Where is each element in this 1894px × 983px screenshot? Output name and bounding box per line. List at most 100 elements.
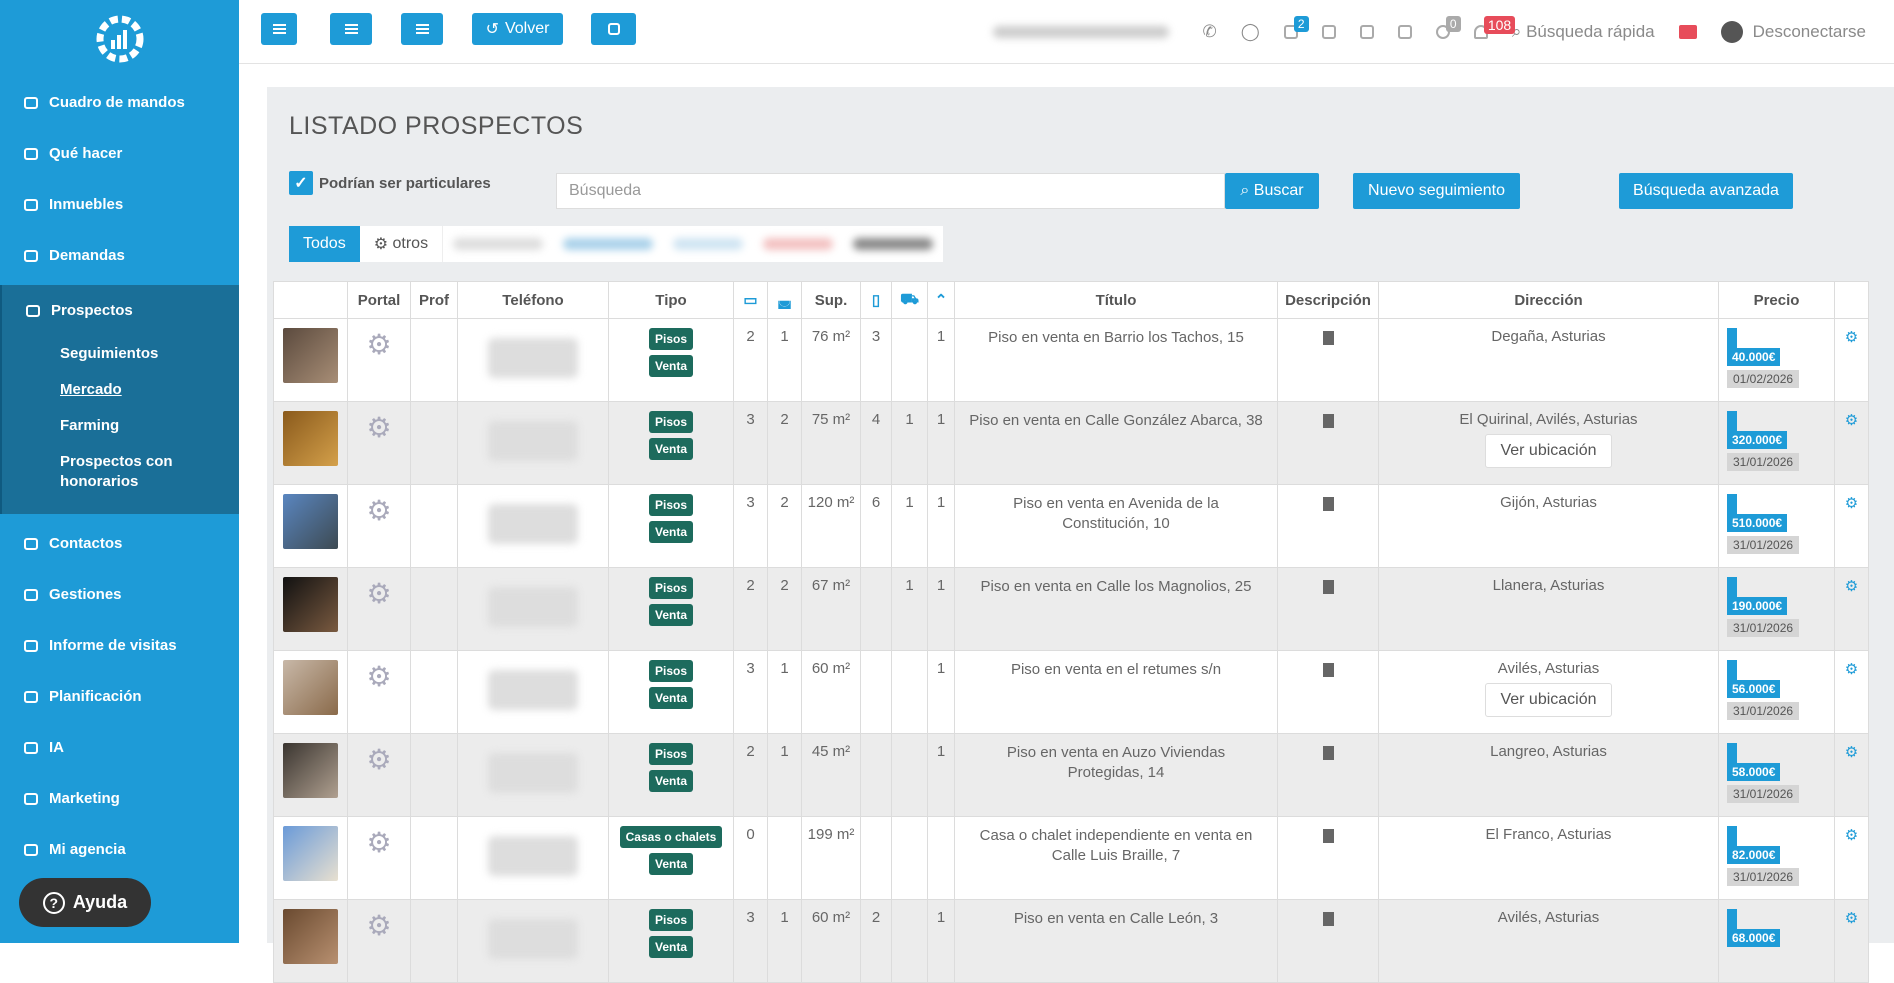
new-button[interactable]: Nuevo seguimiento	[1353, 173, 1520, 209]
portal-icon: ⚙	[366, 744, 392, 775]
settings-icon[interactable]: ⚙	[1844, 578, 1859, 595]
table-row[interactable]: ⚙ Casas o chalets Venta 0 199 m² Casa o chale…	[273, 816, 1869, 900]
table-cell	[1277, 567, 1379, 651]
table-cell: 60 m²	[801, 899, 861, 983]
menu-icon	[24, 537, 38, 550]
submenu-item[interactable]: Seguimientos	[60, 345, 159, 362]
calendar-icon[interactable]	[1321, 25, 1336, 39]
list-button[interactable]	[401, 13, 443, 45]
notifications-icon[interactable]: 2	[1283, 16, 1309, 39]
date: 31/01/2026	[1727, 536, 1800, 554]
parking-value: 1	[905, 494, 914, 511]
menu-item[interactable]: Contactos	[0, 518, 239, 569]
table-row[interactable]: ⚙ Pisos Venta 3 1 60 m² 2 1 Piso en venta en Cal…	[273, 899, 1869, 983]
menu-item[interactable]: Demandas	[0, 230, 239, 281]
search-input[interactable]: Búsqueda	[556, 173, 1225, 209]
whatsapp-icon[interactable]: ◯	[1240, 22, 1260, 41]
table-cell	[457, 650, 609, 734]
settings-icon[interactable]: ⚙	[1844, 744, 1859, 761]
menu-item[interactable]: Prospectos	[2, 285, 239, 336]
menu-button[interactable]	[261, 13, 297, 45]
description-icon[interactable]	[1322, 497, 1334, 511]
mail-icon[interactable]	[1359, 25, 1374, 39]
table-row[interactable]: ⚙ Pisos Venta 3 2 120 m² 6 1 1 Piso en venta en A…	[273, 484, 1869, 568]
settings-icon[interactable]: ⚙	[1844, 495, 1859, 512]
table-cell: 2	[767, 484, 802, 568]
settings-icon[interactable]: ⚙	[1844, 329, 1859, 346]
tab[interactable]: Todos	[289, 226, 360, 262]
table-cell	[860, 650, 892, 734]
table-row[interactable]: ⚙ Pisos Venta 2 1 45 m² 1 Piso en venta en Auzo…	[273, 733, 1869, 817]
menu-icon	[24, 792, 38, 805]
menu-item[interactable]: IA	[0, 722, 239, 773]
table-row[interactable]: ⚙ Pisos Venta 3 2 75 m² 4 1 1 Piso en venta en Ca…	[273, 401, 1869, 485]
card-icon[interactable]	[1678, 25, 1697, 39]
header-cell: Título	[954, 281, 1278, 319]
description-icon[interactable]	[1322, 829, 1334, 843]
list-button[interactable]	[330, 13, 372, 45]
menu: Cuadro de mandos Qué hacer Inmuebles Demand…	[0, 77, 239, 281]
settings-icon[interactable]: ⚙	[1844, 827, 1859, 844]
title: Piso en venta en Auzo Viviendas Protegid…	[1006, 744, 1226, 781]
menu-item[interactable]: Cuadro de mandos	[0, 77, 239, 128]
table-cell	[1277, 899, 1379, 983]
table-cell: ⚙	[347, 816, 411, 900]
description-icon[interactable]	[1322, 580, 1334, 594]
logout[interactable]: Desconectarse	[1720, 21, 1866, 43]
header-cell: ▭	[733, 281, 768, 319]
photo	[283, 660, 338, 715]
description-icon[interactable]	[1322, 414, 1334, 428]
sup-value: 60 m²	[811, 909, 851, 926]
inbox-icon[interactable]	[1397, 25, 1412, 39]
sync-icon[interactable]: 0	[1435, 16, 1461, 39]
back-button[interactable]: ↺ Volver	[472, 13, 563, 45]
menu-item[interactable]: Planificación	[0, 671, 239, 722]
help-button[interactable]: ? Ayuda	[19, 878, 151, 927]
settings-icon[interactable]: ⚙	[1844, 910, 1859, 927]
phone-icon[interactable]: ✆	[1202, 22, 1217, 41]
table-row[interactable]: ⚙ Pisos Venta 2 1 76 m² 3 1 Piso en venta en Bar…	[273, 318, 1869, 402]
advanced-button[interactable]: Búsqueda avanzada	[1619, 173, 1793, 209]
menu-item[interactable]: Gestiones	[0, 569, 239, 620]
alerts-icon[interactable]: 108	[1473, 16, 1516, 39]
map-button[interactable]: Ver ubicación	[1485, 434, 1612, 468]
submenu-item[interactable]: Farming	[60, 417, 120, 434]
price: 190.000€	[1727, 597, 1788, 615]
floor-value: 6	[871, 494, 881, 511]
window-button[interactable]	[591, 13, 636, 45]
beds-value: 3	[746, 494, 755, 511]
menu-item[interactable]: Inmuebles	[0, 179, 239, 230]
prospects-table: Portal Prof Teléfono Tipo ▭ ◛ Sup. ▯ ⛟ ⌃ Título Des…	[273, 281, 1869, 983]
title: Casa o chalet independiente en venta en …	[979, 827, 1253, 864]
type-tag: Venta	[648, 936, 693, 958]
map-button[interactable]: Ver ubicación	[1485, 683, 1612, 717]
back-label: Volver	[504, 20, 550, 37]
checkbox[interactable]: ✓ Podrían ser particulares	[289, 171, 491, 195]
settings-icon[interactable]: ⚙	[1844, 661, 1859, 678]
menu-item[interactable]: Marketing	[0, 773, 239, 824]
settings-icon[interactable]: ⚙	[1844, 412, 1859, 429]
submenu-item[interactable]: Mercado	[60, 381, 122, 398]
description-icon[interactable]	[1322, 912, 1334, 926]
menu-item[interactable]: Qué hacer	[0, 128, 239, 179]
description-icon[interactable]	[1322, 663, 1334, 677]
menu-item[interactable]: Informe de visitas	[0, 620, 239, 671]
header-cell: Portal	[347, 281, 411, 319]
title: Piso en venta en Calle los Magnolios, 25	[980, 578, 1252, 595]
address: Llanera, Asturias	[1492, 577, 1605, 594]
quick-search[interactable]: ⌕ Búsqueda rápida	[1511, 22, 1655, 41]
description-icon[interactable]	[1322, 331, 1334, 345]
button-label: Búsqueda avanzada	[1633, 182, 1779, 199]
table-row[interactable]: ⚙ Pisos Venta 3 1 60 m² 1 Piso en venta en el r…	[273, 650, 1869, 734]
date: 31/01/2026	[1727, 702, 1800, 720]
table-row[interactable]: ⚙ Pisos Venta 2 2 67 m² 1 1 Piso en venta en Cal…	[273, 567, 1869, 651]
address: Avilés, Asturias	[1497, 660, 1600, 677]
description-icon[interactable]	[1322, 746, 1334, 760]
search-button[interactable]: ⌕ Buscar	[1225, 173, 1319, 209]
active-menu: Prospectos Seguimientos Mercado Farming Pro…	[0, 285, 239, 514]
sup-value: 75 m²	[811, 411, 851, 428]
menu-item[interactable]: Mi agencia	[0, 824, 239, 875]
submenu-item[interactable]: Prospectos con honorarios	[60, 453, 173, 490]
tab[interactable]: ⚙ otros	[373, 235, 429, 253]
